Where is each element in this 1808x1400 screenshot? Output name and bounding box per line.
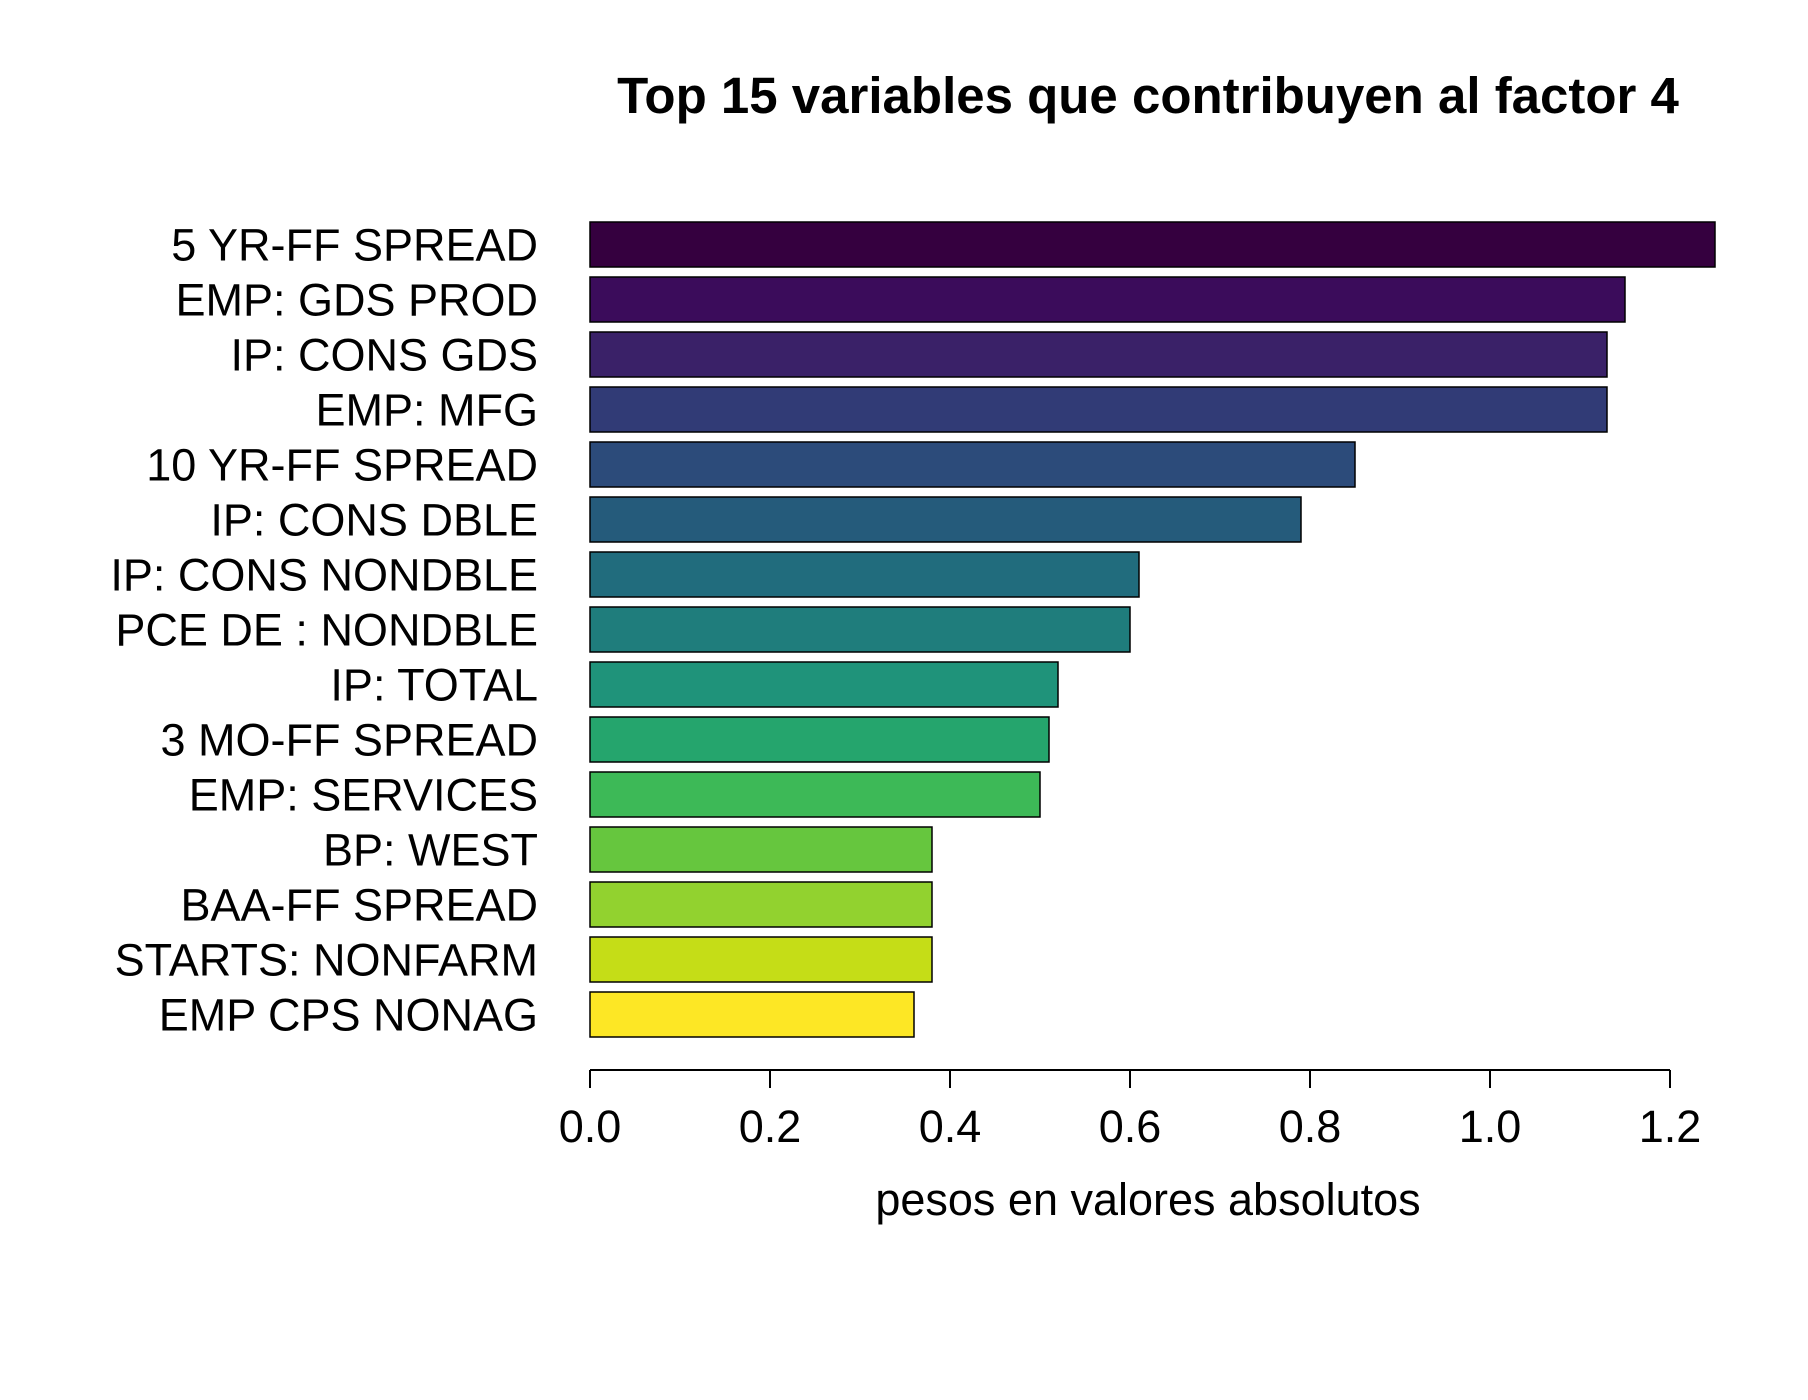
- category-label-4: EMP: MFG: [316, 385, 539, 436]
- chart-title: Top 15 variables que contribuyen al fact…: [617, 67, 1679, 124]
- category-label-5: 10 YR-FF SPREAD: [146, 440, 538, 491]
- category-label-1: 5 YR-FF SPREAD: [171, 220, 538, 271]
- category-label-12: BP: WEST: [323, 825, 538, 876]
- bar-2: [589, 276, 1626, 323]
- x-tick-label-2: 0.2: [739, 1101, 802, 1152]
- category-label-9: IP: TOTAL: [330, 660, 538, 711]
- bar-3: [589, 331, 1608, 378]
- x-tick-label-5: 0.8: [1279, 1101, 1342, 1152]
- category-label-10: 3 MO-FF SPREAD: [160, 715, 538, 766]
- bar-13: [589, 881, 933, 928]
- category-label-3: IP: CONS GDS: [230, 330, 538, 381]
- category-label-11: EMP: SERVICES: [189, 770, 538, 821]
- category-label-15: EMP CPS NONAG: [159, 990, 538, 1041]
- bar-1: [589, 221, 1716, 268]
- bar-15: [589, 991, 915, 1038]
- x-tick-label-3: 0.4: [919, 1101, 982, 1152]
- bar-12: [589, 826, 933, 873]
- x-tick-label-6: 1.0: [1459, 1101, 1522, 1152]
- bars-group: [589, 221, 1716, 1038]
- category-label-8: PCE DE : NONDBLE: [115, 605, 538, 656]
- bar-7: [589, 551, 1140, 598]
- category-label-6: IP: CONS DBLE: [210, 495, 538, 546]
- x-tick-label-4: 0.6: [1099, 1101, 1162, 1152]
- bar-11: [589, 771, 1041, 818]
- bar-5: [589, 441, 1356, 488]
- category-label-7: IP: CONS NONDBLE: [110, 550, 538, 601]
- bar-10: [589, 716, 1050, 763]
- x-axis: 0.0 0.2 0.4 0.6 0.8 1.0 1.2: [559, 1069, 1702, 1152]
- bar-4: [589, 386, 1608, 433]
- category-label-14: STARTS: NONFARM: [115, 935, 538, 986]
- category-label-13: BAA-FF SPREAD: [180, 880, 538, 931]
- bar-8: [589, 606, 1131, 653]
- x-tick-label-7: 1.2: [1639, 1101, 1702, 1152]
- bar-14: [589, 936, 933, 983]
- bar-9: [589, 661, 1059, 708]
- category-label-2: EMP: GDS PROD: [175, 275, 538, 326]
- bar-6: [589, 496, 1302, 543]
- x-axis-label: pesos en valores absolutos: [875, 1174, 1420, 1225]
- x-tick-label-1: 0.0: [559, 1101, 622, 1152]
